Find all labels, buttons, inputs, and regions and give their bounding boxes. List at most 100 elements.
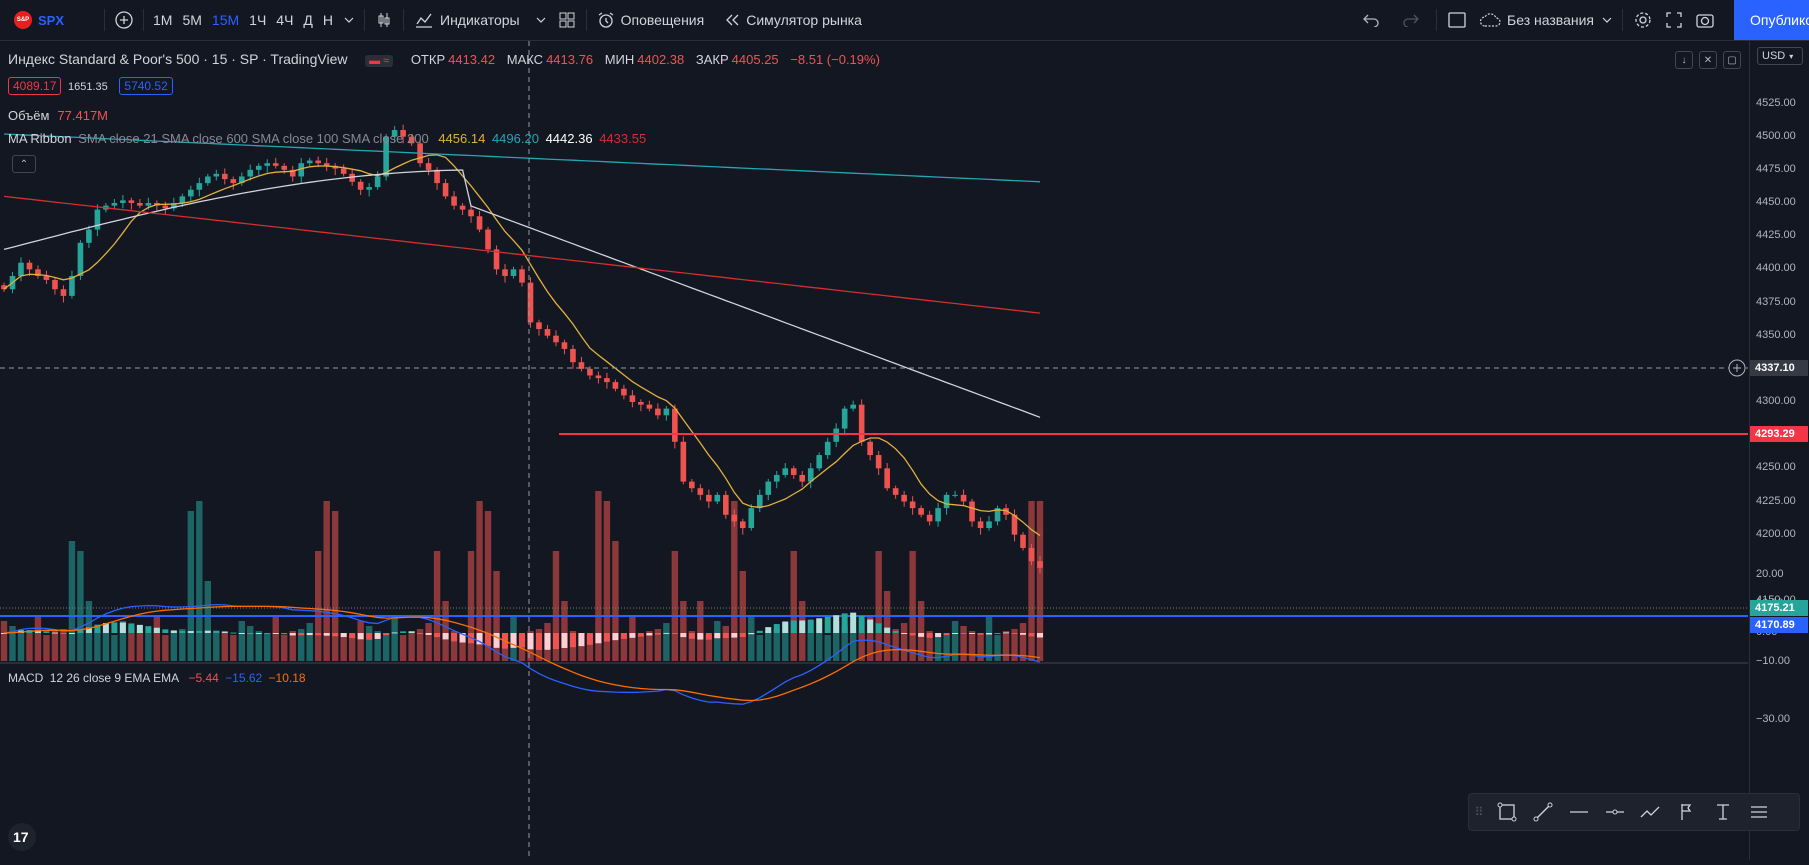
- price-axis[interactable]: USD ▾ 4525.00 4500.00 4475.00 4450.00 4425.0…: [1749, 41, 1809, 860]
- svg-text:17: 17: [13, 829, 29, 845]
- macd-histogram-bar: [1020, 633, 1027, 635]
- volume-bar: [561, 601, 568, 661]
- replay-button[interactable]: Симулятор рынка: [718, 0, 868, 40]
- candle-body: [578, 362, 585, 369]
- macd-histogram-bar: [102, 623, 109, 633]
- macd-histogram-bar: [688, 633, 695, 639]
- trend-line-tool-icon[interactable]: [1525, 794, 1561, 830]
- candle-body: [510, 269, 517, 276]
- chart-pane[interactable]: 17 Индекс Standard & Poor's 500 · 15 · S…: [0, 41, 1748, 860]
- currency-select[interactable]: USD ▾: [1757, 47, 1803, 65]
- long-position-tool-icon[interactable]: [1669, 794, 1705, 830]
- price-tick-label: 4500.00: [1756, 129, 1796, 142]
- macd-histogram-bar: [620, 633, 627, 639]
- alerts-button[interactable]: Оповещения: [591, 0, 711, 40]
- rectangle-tool-icon[interactable]: [1489, 794, 1525, 830]
- candle-body: [994, 508, 1001, 522]
- text-tool-icon[interactable]: [1705, 794, 1741, 830]
- timeframe-15M[interactable]: 15M: [211, 12, 240, 28]
- macd-histogram-bar: [179, 630, 186, 633]
- candle-body: [561, 342, 568, 349]
- macd-histogram-bar: [272, 633, 279, 634]
- volume-label[interactable]: Объём: [8, 108, 50, 123]
- ask-box[interactable]: 5740.52: [119, 77, 173, 95]
- candle-body: [188, 189, 194, 197]
- candle-body: [816, 455, 823, 469]
- eye-toggle[interactable]: ▬ ≈: [365, 55, 394, 67]
- macd-histogram-bar: [569, 633, 576, 648]
- volume-bar: [272, 616, 279, 661]
- macd-label[interactable]: MACD: [8, 671, 44, 685]
- macd-histogram-bar: [510, 633, 517, 648]
- drag-handle-icon[interactable]: ⠿: [1474, 805, 1484, 819]
- timeframe-Н[interactable]: Н: [322, 12, 334, 28]
- volume-bar: [68, 541, 76, 661]
- camera-icon[interactable]: [1689, 0, 1721, 40]
- candle-body: [527, 282, 534, 323]
- horizontal-ray-tool-icon[interactable]: [1597, 794, 1633, 830]
- macd-histogram-bar: [833, 615, 840, 633]
- price-tick-label: 4450.00: [1756, 196, 1796, 208]
- change-value: −8.51 (−0.19%): [790, 52, 880, 67]
- arrow-down-icon[interactable]: ↓: [1675, 51, 1693, 69]
- candle-body: [442, 183, 449, 197]
- macd-histogram-bar: [926, 633, 933, 638]
- candle-body: [986, 521, 992, 529]
- redo-icon[interactable]: [1396, 0, 1426, 40]
- candle-body: [315, 160, 321, 164]
- compare-add-icon[interactable]: [109, 0, 139, 40]
- horizontal-line-tool-icon[interactable]: [1561, 794, 1597, 830]
- macd-histogram-bar: [892, 630, 899, 633]
- collapse-legend-icon[interactable]: ⌃: [12, 155, 36, 173]
- candle-body: [493, 249, 500, 270]
- layout-select-icon[interactable]: [1441, 0, 1473, 40]
- candle-body: [238, 176, 245, 184]
- volume-bar: [765, 631, 772, 661]
- fullscreen-icon[interactable]: [1659, 0, 1689, 40]
- macd-histogram-bar: [187, 631, 194, 633]
- path-tool-icon[interactable]: [1633, 794, 1669, 830]
- templates-grid-icon[interactable]: [552, 0, 582, 40]
- candle-body: [69, 275, 75, 296]
- divider: [364, 9, 366, 31]
- legend-title[interactable]: Индекс Standard & Poor's 500 · 15 · SP ·…: [8, 51, 348, 67]
- chevron-down-icon[interactable]: [338, 0, 360, 40]
- divider: [1436, 9, 1438, 31]
- publish-button[interactable]: Опубликовать: [1734, 0, 1809, 40]
- timeframe-Д[interactable]: Д: [303, 12, 313, 28]
- menu-icon[interactable]: [1741, 794, 1777, 830]
- ma-label[interactable]: MA Ribbon: [8, 131, 72, 146]
- price-tick-label: 4375.00: [1756, 295, 1796, 308]
- volume-bar: [94, 631, 101, 661]
- macd-histogram-bar: [255, 632, 262, 634]
- macd-histogram-bar: [552, 633, 559, 650]
- bid-box[interactable]: 4089.17: [8, 77, 62, 95]
- timeframe-5M[interactable]: 5M: [182, 12, 202, 28]
- timeframe-1M[interactable]: 1M: [153, 12, 173, 28]
- currency-label: USD: [1762, 50, 1786, 62]
- macd-histogram-bar: [476, 633, 483, 645]
- volume-bar: [425, 623, 432, 661]
- indicators-button[interactable]: Индикаторы: [408, 0, 552, 40]
- candle-style-icon[interactable]: [369, 0, 399, 40]
- layout-name-button[interactable]: Без названия: [1473, 0, 1618, 40]
- macd-histogram-bar: [128, 623, 135, 633]
- macd-histogram-bar: [629, 633, 636, 638]
- candle-body: [366, 187, 372, 190]
- timeframe-1Ч[interactable]: 1Ч: [249, 12, 267, 28]
- indicators-label: Индикаторы: [440, 12, 520, 28]
- candle-body: [697, 488, 704, 495]
- symbol-search[interactable]: S&P SPX: [0, 0, 70, 40]
- gear-icon[interactable]: [1627, 0, 1659, 40]
- volume-bar: [136, 631, 144, 661]
- maximize-pane-icon[interactable]: ▢: [1723, 51, 1741, 69]
- volume-bar: [748, 616, 755, 661]
- macd-histogram-bar: [374, 633, 381, 639]
- collapse-pane-icon[interactable]: ✕: [1699, 51, 1717, 69]
- candle-body: [281, 165, 288, 170]
- undo-icon[interactable]: [1356, 0, 1386, 40]
- macd-histogram-bar: [722, 633, 729, 639]
- timeframe-4Ч[interactable]: 4Ч: [276, 12, 294, 28]
- candle-body: [1, 285, 7, 290]
- macd-histogram-bar: [765, 627, 772, 633]
